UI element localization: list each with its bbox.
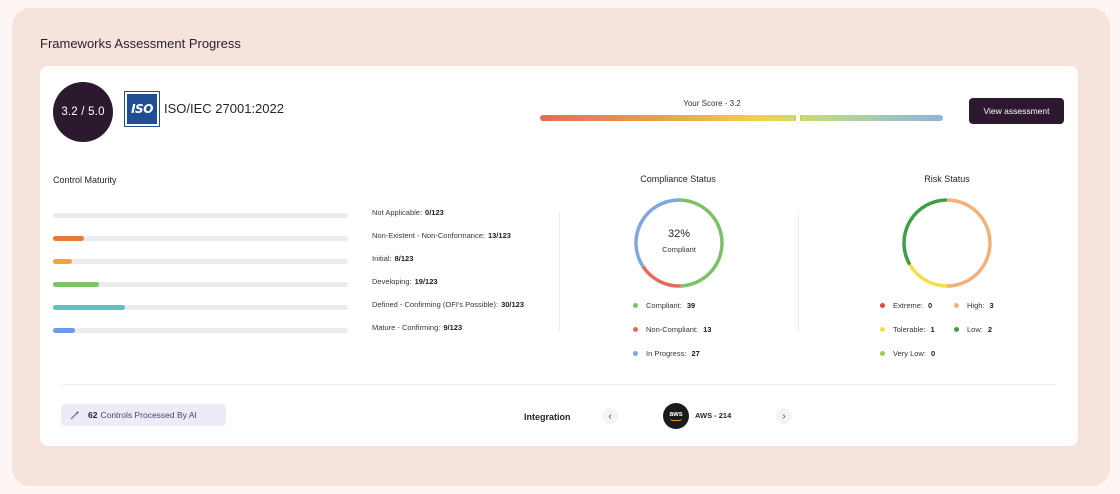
maturity-bar-fill [53,236,85,241]
footer-divider [62,384,1056,385]
compliance-percent: 32% [667,228,691,240]
compliance-segment [634,198,680,268]
framework-card: 3.2 / 5.0 ISO ISO/IEC 27001:2022 Your Sc… [40,66,1078,446]
risk-segment [946,198,992,288]
maturity-bar [53,213,348,218]
risk-segment [902,198,948,266]
legend-dot [880,303,885,308]
aws-integration-label: AWS - 214 [695,411,732,420]
compliance-segment [678,198,724,288]
risk-segment [908,263,948,288]
framework-name: ISO/IEC 27001:2022 [164,101,284,116]
legend-item: Very Low: 0 [880,349,935,358]
legend-item: Non-Compliant: 13 [633,325,711,334]
legend-dot [633,351,638,356]
legend-dot [954,327,959,332]
section-title: Frameworks Assessment Progress [40,36,241,51]
maturity-label: Non-Existent - Non-Conformance: 13/123 [372,231,511,240]
maturity-label: Developing: 19/123 [372,277,438,286]
divider [559,211,560,331]
maturity-bar [53,259,348,264]
compliance-status-title: Compliance Status [640,174,716,184]
your-score-label: Your Score - 3.2 [683,99,741,108]
ai-controls-label: Controls Processed By AI [100,410,197,420]
chevron-right-icon[interactable]: › [776,408,792,424]
score-progress-bar [540,115,943,121]
integration-label: Integration [524,412,571,422]
divider [798,211,799,331]
maturity-bar [53,328,348,333]
maturity-bar-fill [53,259,73,264]
compliance-segment [641,265,681,288]
maturity-label: Mature - Confirming: 9/123 [372,323,463,332]
score-badge: 3.2 / 5.0 [53,82,113,142]
legend-item: Compliant: 39 [633,301,695,310]
compliance-donut-chart [634,198,724,288]
legend-dot [880,327,885,332]
control-maturity-title: Control Maturity [53,175,117,185]
maturity-label: Initial: 8/123 [372,254,414,263]
risk-status-title: Risk Status [924,174,970,184]
maturity-bar [53,305,348,310]
maturity-bar-fill [53,282,99,287]
magic-wand-icon [70,410,80,420]
view-assessment-button[interactable]: View assessment [969,98,1064,124]
legend-dot [633,327,638,332]
ai-controls-badge: 62 Controls Processed By AI [61,404,226,426]
compliance-center: 32% Compliant [639,228,719,254]
maturity-bar [53,236,348,241]
ai-controls-count: 62 [88,410,98,420]
compliance-center-label: Compliant [662,245,696,254]
risk-donut-chart [902,198,992,288]
aws-logo: aws [663,403,689,429]
maturity-label: Defined - Confirming (OFI's Possible): 30… [372,300,525,309]
chevron-left-icon[interactable]: ‹ [602,408,618,424]
legend-dot [633,303,638,308]
iso-logo: ISO [124,91,160,127]
legend-item: In Progress: 27 [633,349,700,358]
legend-item: Tolerable: 1 [880,325,935,334]
maturity-label: Not Applicable: 0/123 [372,208,444,217]
legend-dot [880,351,885,356]
legend-item: Low: 2 [954,325,992,334]
legend-dot [954,303,959,308]
maturity-bar-fill [53,305,125,310]
score-marker [795,113,800,123]
maturity-bar [53,282,348,287]
legend-item: Extreme: 0 [880,301,932,310]
maturity-bar-fill [53,328,75,333]
legend-item: High: 3 [954,301,994,310]
